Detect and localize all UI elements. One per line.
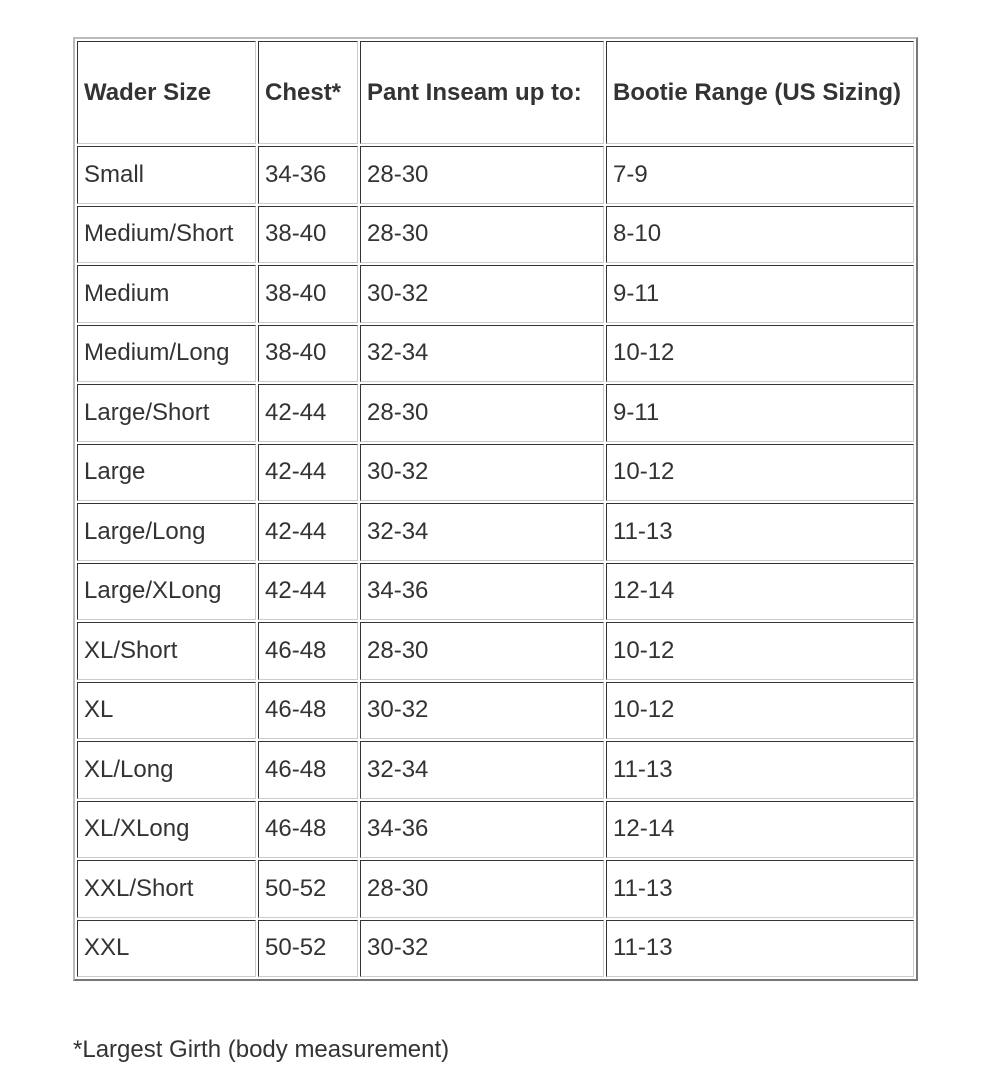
table-row: XXL/Short 50-52 28-30 11-13: [77, 860, 914, 918]
table-row: Small 34-36 28-30 7-9: [77, 146, 914, 204]
header-inseam: Pant Inseam up to:: [360, 41, 604, 144]
cell-chest: 38-40: [258, 205, 358, 263]
cell-wader-size: Large: [77, 443, 256, 501]
cell-chest: 34-36: [258, 146, 358, 204]
cell-wader-size: XL: [77, 681, 256, 739]
cell-bootie: 11-13: [606, 919, 914, 977]
cell-chest: 42-44: [258, 443, 358, 501]
cell-inseam: 34-36: [360, 562, 604, 620]
cell-chest: 46-48: [258, 622, 358, 680]
size-chart-table: Wader Size Chest* Pant Inseam up to: Boo…: [73, 37, 918, 981]
cell-wader-size: XXL/Short: [77, 860, 256, 918]
cell-inseam: 30-32: [360, 681, 604, 739]
cell-chest: 46-48: [258, 741, 358, 799]
cell-chest: 46-48: [258, 800, 358, 858]
cell-inseam: 30-32: [360, 443, 604, 501]
cell-inseam: 32-34: [360, 741, 604, 799]
cell-bootie: 10-12: [606, 681, 914, 739]
cell-chest: 46-48: [258, 681, 358, 739]
table-row: XL/Long 46-48 32-34 11-13: [77, 741, 914, 799]
table-row: XL/Short 46-48 28-30 10-12: [77, 622, 914, 680]
table-row: XL/XLong 46-48 34-36 12-14: [77, 800, 914, 858]
cell-wader-size: Small: [77, 146, 256, 204]
cell-chest: 42-44: [258, 503, 358, 561]
cell-chest: 42-44: [258, 384, 358, 442]
table-row: Medium/Long 38-40 32-34 10-12: [77, 324, 914, 382]
cell-inseam: 30-32: [360, 265, 604, 323]
table-row: Large/XLong 42-44 34-36 12-14: [77, 562, 914, 620]
cell-bootie: 11-13: [606, 860, 914, 918]
cell-bootie: 10-12: [606, 324, 914, 382]
cell-inseam: 30-32: [360, 919, 604, 977]
cell-bootie: 11-13: [606, 741, 914, 799]
table-row: Medium 38-40 30-32 9-11: [77, 265, 914, 323]
table-row: Large 42-44 30-32 10-12: [77, 443, 914, 501]
cell-wader-size: Large/Long: [77, 503, 256, 561]
cell-inseam: 28-30: [360, 146, 604, 204]
cell-bootie: 10-12: [606, 443, 914, 501]
cell-wader-size: XL/Short: [77, 622, 256, 680]
cell-inseam: 32-34: [360, 503, 604, 561]
cell-bootie: 11-13: [606, 503, 914, 561]
header-row: Wader Size Chest* Pant Inseam up to: Boo…: [77, 41, 914, 144]
cell-wader-size: Medium/Short: [77, 205, 256, 263]
header-bootie: Bootie Range (US Sizing): [606, 41, 914, 144]
cell-chest: 38-40: [258, 324, 358, 382]
table-row: XL 46-48 30-32 10-12: [77, 681, 914, 739]
header-wader-size: Wader Size: [77, 41, 256, 144]
table-row: Large/Long 42-44 32-34 11-13: [77, 503, 914, 561]
cell-wader-size: Large/Short: [77, 384, 256, 442]
cell-wader-size: Medium: [77, 265, 256, 323]
footnote: *Largest Girth (body measurement): [73, 1036, 450, 1063]
table-row: XXL 50-52 30-32 11-13: [77, 919, 914, 977]
cell-bootie: 8-10: [606, 205, 914, 263]
cell-inseam: 28-30: [360, 622, 604, 680]
cell-wader-size: Medium/Long: [77, 324, 256, 382]
cell-chest: 50-52: [258, 919, 358, 977]
cell-chest: 38-40: [258, 265, 358, 323]
cell-wader-size: XL/XLong: [77, 800, 256, 858]
header-chest: Chest*: [258, 41, 358, 144]
cell-chest: 42-44: [258, 562, 358, 620]
cell-wader-size: Large/XLong: [77, 562, 256, 620]
cell-bootie: 9-11: [606, 384, 914, 442]
cell-bootie: 9-11: [606, 265, 914, 323]
cell-bootie: 10-12: [606, 622, 914, 680]
table-row: Medium/Short 38-40 28-30 8-10: [77, 205, 914, 263]
cell-inseam: 28-30: [360, 860, 604, 918]
cell-inseam: 32-34: [360, 324, 604, 382]
cell-wader-size: XL/Long: [77, 741, 256, 799]
table-row: Large/Short 42-44 28-30 9-11: [77, 384, 914, 442]
cell-inseam: 34-36: [360, 800, 604, 858]
cell-inseam: 28-30: [360, 384, 604, 442]
cell-wader-size: XXL: [77, 919, 256, 977]
cell-bootie: 7-9: [606, 146, 914, 204]
cell-inseam: 28-30: [360, 205, 604, 263]
cell-bootie: 12-14: [606, 800, 914, 858]
cell-chest: 50-52: [258, 860, 358, 918]
cell-bootie: 12-14: [606, 562, 914, 620]
